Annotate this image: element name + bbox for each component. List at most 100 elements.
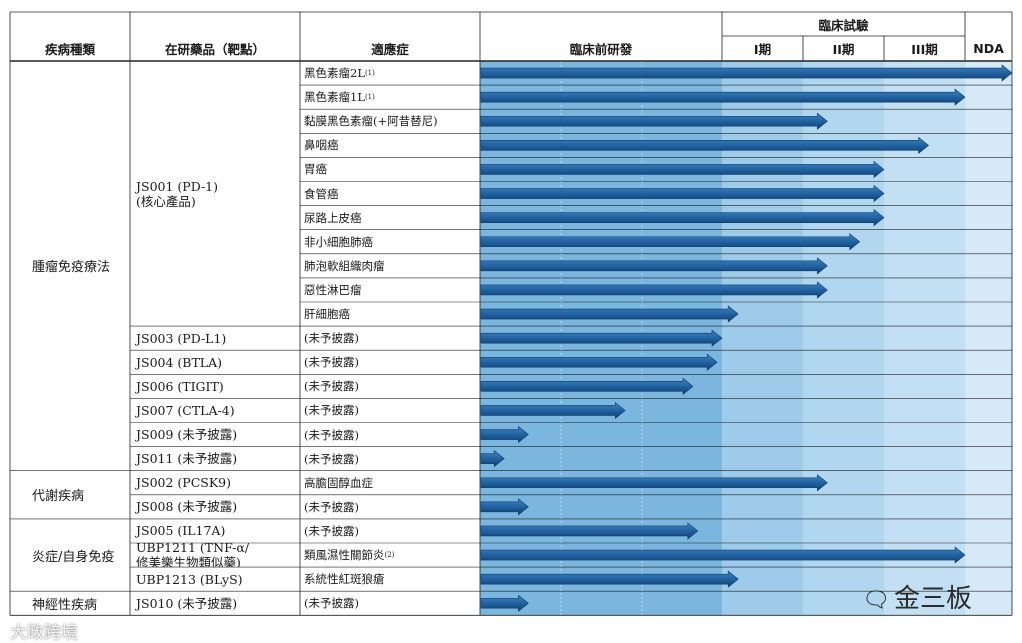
header-phase3: III期 — [911, 42, 938, 57]
drug-label: JS006 (TIGIT) — [130, 374, 300, 398]
drug-label-line: JS007 (CTLA-4) — [136, 402, 235, 418]
drug-label: JS009 (未予披露) — [130, 423, 300, 447]
indication-label: 肺泡軟組織肉瘤 — [300, 254, 480, 278]
drug-label-line: UBP1211 (TNF-α/ — [136, 543, 250, 556]
indication-label: 肝細胞癌 — [300, 302, 480, 326]
indication-label: 尿路上皮癌 — [300, 206, 480, 230]
stage-bg-phase3 — [884, 61, 965, 616]
progress-arrow — [480, 450, 505, 468]
brand-watermark: 🗨 金三板 — [862, 578, 972, 615]
indication-text: 食管癌 — [304, 186, 339, 201]
stage-bg-phase1 — [722, 61, 803, 616]
indication-footnote: (2) — [384, 551, 395, 560]
indication-label: (未予披露) — [300, 495, 480, 519]
indication-text: (未予披露) — [304, 355, 359, 370]
category-label: 神經性疾病 — [32, 597, 98, 613]
indication-text: (未予披露) — [304, 427, 359, 442]
indication-label: (未予披露) — [300, 519, 480, 543]
drug-label-line: JS011 (未予披露) — [136, 451, 238, 467]
progress-arrow — [480, 401, 626, 420]
drug-label: JS008 (未予披露) — [130, 495, 300, 519]
progress-arrow — [480, 329, 723, 347]
indication-text: 黑色素瘤1L — [304, 90, 365, 105]
progress-arrow — [480, 112, 828, 130]
indication-text: (未予披露) — [304, 596, 359, 611]
drug-label: JS011 (未予披露) — [130, 447, 300, 471]
indication-text: 胃癌 — [304, 162, 327, 177]
stage-bg-nda — [965, 61, 1012, 616]
drug-label-line: JS003 (PD-L1) — [136, 330, 227, 346]
category-label: 代謝疾病 — [32, 489, 85, 505]
indication-footnote: (1) — [364, 93, 375, 102]
header-preclinical: 臨床前研發 — [569, 42, 633, 57]
drug-label-line: 修美樂生物類似藥) — [136, 555, 241, 568]
progress-arrow — [480, 522, 699, 540]
progress-arrow — [480, 570, 739, 588]
indication-text: (未予披露) — [304, 451, 359, 466]
drug-label: JS001 (PD-1) (核心產品) — [130, 61, 300, 326]
drug-label-line: JS010 (未予披露) — [136, 595, 238, 611]
drug-label-line: JS008 (未予披露) — [136, 499, 238, 515]
indication-text: (未予披露) — [304, 523, 359, 538]
indication-text: (未予披露) — [304, 331, 359, 346]
header-category: 疾病種類 — [44, 42, 95, 57]
progress-arrow — [480, 377, 694, 395]
indication-label: 黏膜黑色素瘤(+阿昔替尼) — [300, 109, 480, 133]
source-watermark: 大政跨境 — [10, 623, 78, 643]
progress-arrow — [480, 233, 861, 251]
indication-text: 惡性淋巴瘤 — [304, 282, 362, 297]
indication-label: 非小細胞肺癌 — [300, 230, 480, 254]
drug-label: JS002 (PCSK9) — [130, 471, 300, 495]
indication-text: 黏膜黑色素瘤(+阿昔替尼) — [304, 114, 438, 129]
indication-text: (未予披露) — [304, 403, 359, 418]
indication-text: 高膽固醇血症 — [304, 475, 373, 490]
indication-label: (未予披露) — [300, 326, 480, 350]
indication-label: 胃癌 — [300, 157, 480, 181]
drug-label-line: JS001 (PD-1) — [136, 178, 219, 194]
indication-label: 類風濕性關節炎 (2) — [300, 543, 480, 567]
header-indication: 適應症 — [371, 42, 409, 57]
drug-label-line: JS005 (IL17A) — [136, 523, 226, 539]
indication-label: (未予披露) — [300, 423, 480, 447]
progress-arrow — [480, 305, 739, 323]
drug-label: JS007 (CTLA-4) — [130, 398, 300, 422]
indication-label: 食管癌 — [300, 182, 480, 206]
indication-text: 系統性紅斑狼瘡 — [304, 572, 385, 587]
drug-label: UBP1211 (TNF-α/修美樂生物類似藥) — [130, 543, 300, 567]
drug-label: JS010 (未予披露) — [130, 591, 300, 615]
indication-text: 尿路上皮癌 — [304, 210, 362, 225]
progress-arrow — [480, 546, 966, 564]
drug-label-line: JS004 (BTLA) — [136, 354, 223, 370]
progress-arrow — [480, 184, 885, 203]
indication-label: (未予披露) — [300, 398, 480, 422]
indication-text: (未予披露) — [304, 379, 359, 394]
indication-footnote: (1) — [364, 69, 375, 78]
header-clinical-trials: 臨床試驗 — [818, 17, 869, 33]
indication-label: 黑色素瘤1L (1) — [300, 85, 480, 109]
header-phase2: II期 — [832, 42, 855, 57]
wechat-icon: 🗨 — [862, 588, 890, 613]
category-label: 腫瘤免疫療法 — [32, 260, 111, 276]
stage-bg-phase2 — [803, 61, 884, 616]
progress-arrow — [480, 88, 966, 106]
drug-label: UBP1213 (BLyS) — [130, 567, 300, 591]
drug-label-line: JS009 (未予披露) — [136, 427, 238, 443]
header-nda: NDA — [973, 41, 1004, 56]
progress-arrow — [480, 498, 529, 516]
indication-label: (未予披露) — [300, 447, 480, 471]
indication-text: 鼻咽癌 — [304, 138, 339, 153]
progress-arrow — [480, 594, 529, 612]
header-phase1: I期 — [753, 42, 772, 57]
progress-arrow — [480, 281, 828, 299]
drug-label-line: JS006 (TIGIT) — [136, 378, 224, 394]
indication-label: 高膽固醇血症 — [300, 471, 480, 495]
indication-text: (未予披露) — [304, 499, 359, 514]
header-drug: 在研藥品（靶點） — [164, 42, 265, 57]
indication-text: 肺泡軟組織肉瘤 — [304, 258, 385, 273]
indication-label: (未予披露) — [300, 374, 480, 398]
progress-arrow — [480, 425, 529, 444]
indication-label: (未予披露) — [300, 350, 480, 374]
indication-label: 系統性紅斑狼瘡 — [300, 567, 480, 591]
